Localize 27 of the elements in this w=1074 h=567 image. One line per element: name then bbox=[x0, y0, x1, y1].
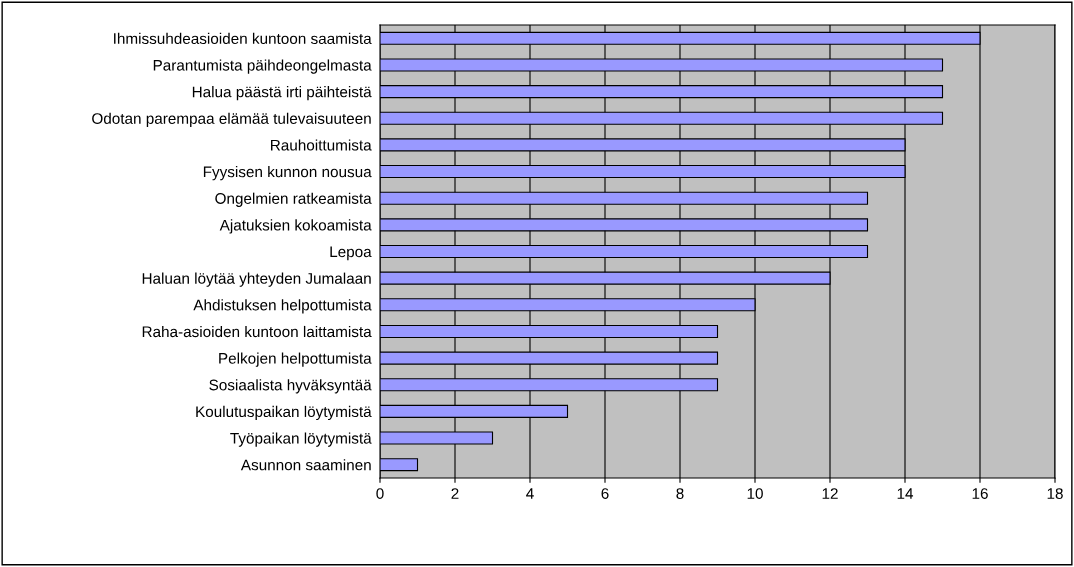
y-tick-label: Raha-asioiden kuntoon laittamista bbox=[142, 325, 372, 338]
x-tick-label: 10 bbox=[747, 488, 763, 499]
y-tick-label: Parantumista päihdeongelmasta bbox=[153, 59, 372, 74]
x-tick-label: 14 bbox=[897, 488, 914, 499]
y-tick-label: Lepoa bbox=[330, 246, 372, 261]
y-tick-label: Ongelmien ratkeamista bbox=[215, 192, 372, 207]
y-tick-label: Asunnon saaminen bbox=[240, 459, 371, 471]
y-tick-label: Pelkojen helpottumista bbox=[219, 352, 372, 367]
x-tick-label: 12 bbox=[822, 488, 838, 499]
y-tick-label: Ihmissuhdeasioiden kuntoon saamista bbox=[114, 32, 372, 45]
x-tick-label: 4 bbox=[526, 488, 534, 499]
x-tick-label: 0 bbox=[376, 488, 384, 499]
x-tick-label: 18 bbox=[1047, 488, 1063, 499]
y-tick-label: Sosiaalista hyväksyntää bbox=[209, 379, 372, 394]
y-tick-label: Työpaikan löytymistä bbox=[230, 432, 372, 447]
x-tick-label: 6 bbox=[601, 488, 609, 499]
y-tick-label: Haluan löytää yhteyden Jumalaan bbox=[142, 272, 371, 287]
x-tick-label: 2 bbox=[451, 488, 459, 499]
y-tick-label: Fyysisen kunnon nousua bbox=[203, 166, 372, 181]
y-tick-label: Ajatuksien kokoamista bbox=[219, 219, 372, 234]
y-tick-label: Rauhoittumista bbox=[271, 139, 372, 151]
x-tick-label: 8 bbox=[676, 488, 684, 499]
y-tick-label: Koulutuspaikan löytymistä bbox=[196, 405, 372, 421]
y-tick-label: Ahdistuksen helpottumista bbox=[193, 299, 372, 314]
y-tick-label: Odotan parempaa elämää tulevaisuuteen bbox=[92, 112, 371, 127]
x-tick-label: 16 bbox=[972, 488, 988, 499]
y-tick-label: Halua päästä irti päihteistä bbox=[192, 86, 372, 101]
